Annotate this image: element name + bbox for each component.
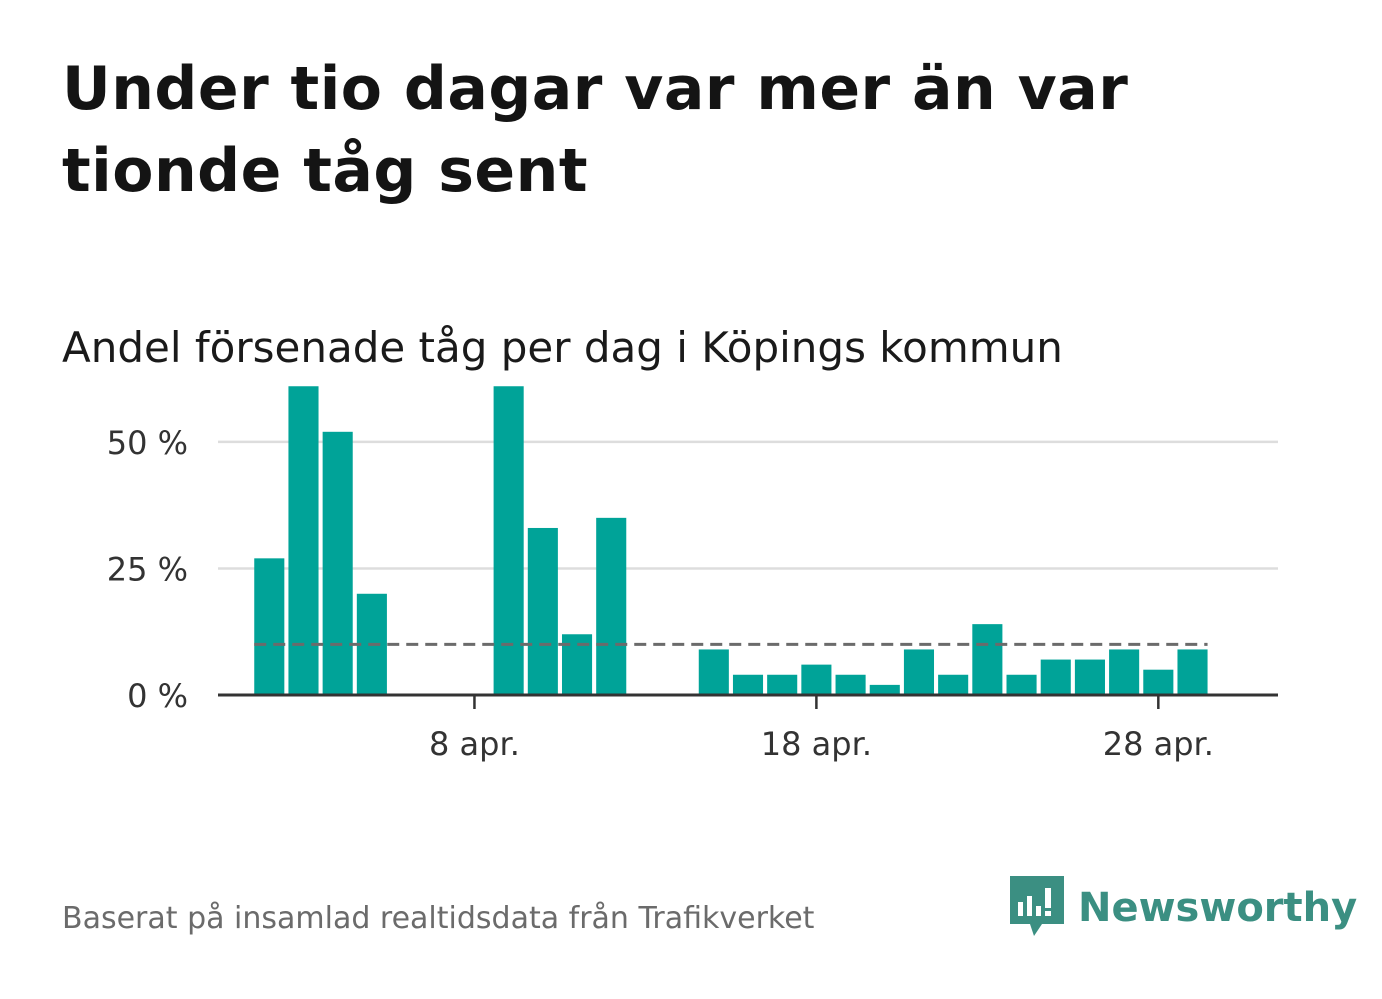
bar-day-9 <box>493 386 524 695</box>
bar-day-27 <box>1109 649 1140 695</box>
bar-day-15 <box>698 649 729 695</box>
bar-day-29 <box>1177 649 1208 695</box>
chart-title: Under tio dagar var mer än var tionde tå… <box>62 54 1129 206</box>
bars <box>254 386 1208 695</box>
x-tick-label: 28 apr. <box>1103 725 1214 763</box>
bar-day-26 <box>1074 659 1105 695</box>
brand-name: Newsworthy <box>1078 885 1358 931</box>
bar-day-18 <box>801 664 832 695</box>
x-tick-label: 18 apr. <box>761 725 872 763</box>
bar-day-3 <box>288 386 319 695</box>
bar-day-28 <box>1143 669 1174 695</box>
bar-day-21 <box>903 649 935 695</box>
chart-subtitle: Andel försenade tåg per dag i Köpings ko… <box>62 323 1063 372</box>
bar-day-17 <box>767 674 798 695</box>
x-tick-label: 8 apr. <box>429 725 520 763</box>
bar-day-2 <box>254 558 285 695</box>
bar-day-24 <box>1006 674 1037 695</box>
grid-lines <box>218 440 1278 570</box>
brand-logo: Newsworthy <box>1010 876 1357 940</box>
bar-day-20 <box>869 684 900 695</box>
y-tick-label: 0 % <box>127 677 188 715</box>
axes: 0 % 25 % 50 % 8 apr. 18 apr. 28 apr. <box>107 424 1278 763</box>
bar-day-19 <box>835 674 866 695</box>
bar-day-25 <box>1040 659 1071 695</box>
bar-day-16 <box>732 674 764 695</box>
bar-day-22 <box>938 674 969 695</box>
source-note: Baserat på insamlad realtidsdata från Tr… <box>62 901 815 936</box>
bar-day-23 <box>972 624 1003 695</box>
y-tick-label: 25 % <box>107 550 188 588</box>
bar-day-10 <box>527 527 558 695</box>
bar-day-4 <box>322 431 353 695</box>
newsworthy-logo-icon <box>1010 876 1064 936</box>
y-tick-label: 50 % <box>107 424 188 462</box>
bar-day-12 <box>596 517 627 695</box>
